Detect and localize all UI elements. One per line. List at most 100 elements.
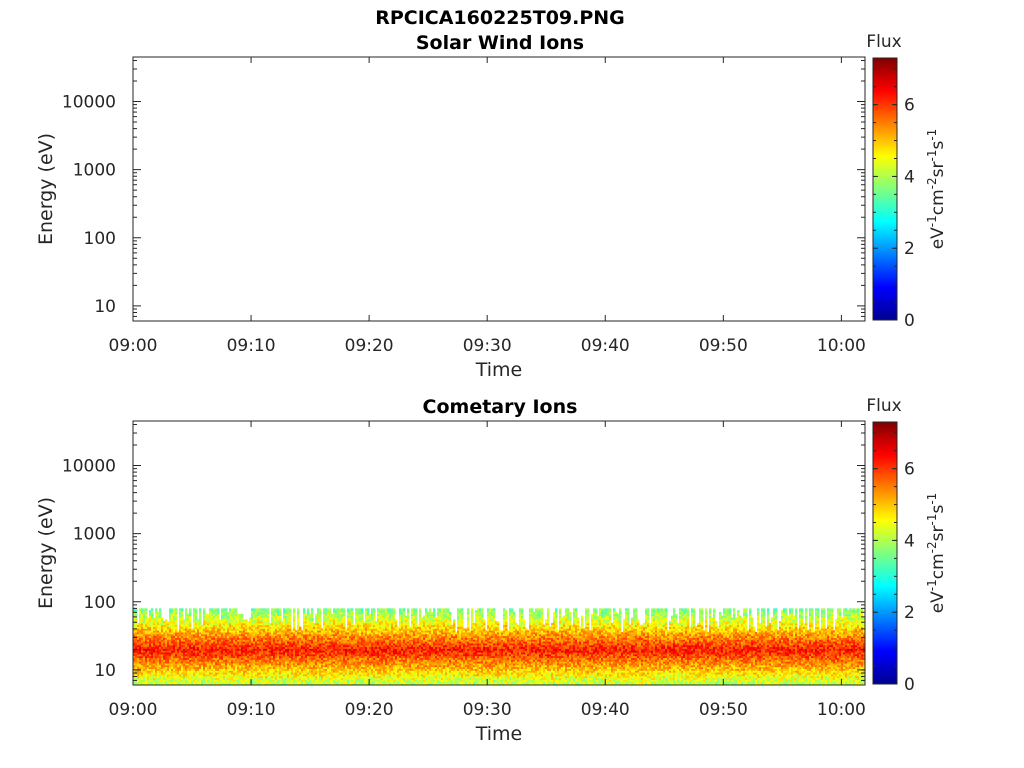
flux-cell <box>133 622 136 626</box>
flux-cell <box>239 677 242 680</box>
flux-cell <box>143 613 146 617</box>
flux-cell <box>145 659 148 662</box>
flux-cell <box>227 617 230 620</box>
flux-cell <box>225 637 228 640</box>
flux-cell <box>257 659 260 662</box>
flux-cell <box>253 615 256 618</box>
flux-cell <box>267 624 270 628</box>
flux-cell <box>263 615 266 618</box>
flux-cell <box>263 637 266 640</box>
flux-cell <box>265 644 268 648</box>
flux-cell <box>211 610 214 613</box>
flux-cell <box>227 615 230 618</box>
flux-cell <box>223 626 226 629</box>
flux-cell <box>155 613 158 617</box>
flux-cell <box>201 635 204 638</box>
flux-cell <box>161 628 164 631</box>
flux-cell <box>207 632 210 635</box>
flux-cell <box>141 663 144 666</box>
flux-cell <box>223 659 226 662</box>
flux-cell <box>245 624 248 628</box>
flux-cell <box>187 679 190 682</box>
flux-cell <box>215 661 218 664</box>
flux-cell <box>151 643 154 646</box>
flux-cell <box>171 650 174 653</box>
flux-cell <box>227 628 230 631</box>
flux-cell <box>213 646 216 649</box>
flux-cell <box>205 683 208 685</box>
flux-cell <box>217 626 220 629</box>
flux-cell <box>245 672 248 675</box>
flux-cell <box>251 615 254 618</box>
flux-cell <box>179 643 182 646</box>
flux-cell <box>215 670 218 673</box>
flux-cell <box>227 637 230 640</box>
flux-cell <box>153 663 156 666</box>
flux-cell <box>133 624 136 628</box>
flux-cell <box>223 637 226 640</box>
flux-cell <box>247 672 250 675</box>
flux-cell <box>147 683 150 685</box>
flux-cell <box>261 677 264 680</box>
flux-cell <box>221 643 224 646</box>
flux-cell <box>153 639 156 642</box>
flux-cell <box>263 663 266 666</box>
flux-cell <box>179 617 182 620</box>
flux-cell <box>135 644 138 648</box>
flux-cell <box>191 663 194 666</box>
flux-cell <box>237 613 240 617</box>
flux-cell <box>193 630 196 633</box>
flux-cell <box>215 612 218 615</box>
flux-cell <box>223 621 226 624</box>
flux-cell <box>233 668 236 671</box>
flux-cell <box>255 644 258 648</box>
flux-cell <box>195 664 198 668</box>
flux-cell <box>153 630 156 633</box>
flux-cell <box>211 657 214 660</box>
flux-cell <box>247 655 250 659</box>
flux-cell <box>229 652 232 655</box>
flux-cell <box>137 624 140 628</box>
flux-cell <box>221 677 224 680</box>
flux-cell <box>227 663 230 666</box>
flux-cell <box>211 666 214 669</box>
flux-cell <box>207 615 210 618</box>
flux-cell <box>167 683 170 685</box>
flux-cell <box>213 668 216 671</box>
flux-cell <box>261 663 264 666</box>
flux-cell <box>259 683 262 685</box>
flux-cell <box>171 617 174 620</box>
flux-cell <box>145 666 148 669</box>
flux-cell <box>165 633 168 637</box>
flux-cell <box>219 628 222 631</box>
flux-cell <box>237 635 240 638</box>
flux-cell <box>261 659 264 662</box>
flux-cell <box>211 619 214 622</box>
flux-cell <box>231 659 234 662</box>
flux-cell <box>141 615 144 618</box>
flux-cell <box>143 646 146 649</box>
flux-cell <box>169 672 172 675</box>
flux-cell <box>147 630 150 633</box>
flux-cell <box>195 670 198 673</box>
flux-cell <box>143 635 146 638</box>
flux-cell <box>247 633 250 637</box>
flux-cell <box>231 661 234 664</box>
flux-cell <box>201 664 204 668</box>
flux-cell <box>241 637 244 640</box>
flux-cell <box>189 630 192 633</box>
flux-cell <box>179 632 182 635</box>
flux-cell <box>253 644 256 648</box>
flux-cell <box>157 612 160 615</box>
flux-cell <box>275 672 278 675</box>
flux-cell <box>223 663 226 666</box>
flux-cell <box>241 615 244 618</box>
flux-cell <box>197 622 200 626</box>
flux-cell <box>189 643 192 646</box>
flux-cell <box>165 619 168 622</box>
flux-cell <box>263 619 266 622</box>
flux-cell <box>271 666 274 669</box>
flux-cell <box>151 664 154 668</box>
flux-cell <box>161 664 164 668</box>
flux-cell <box>263 639 266 642</box>
